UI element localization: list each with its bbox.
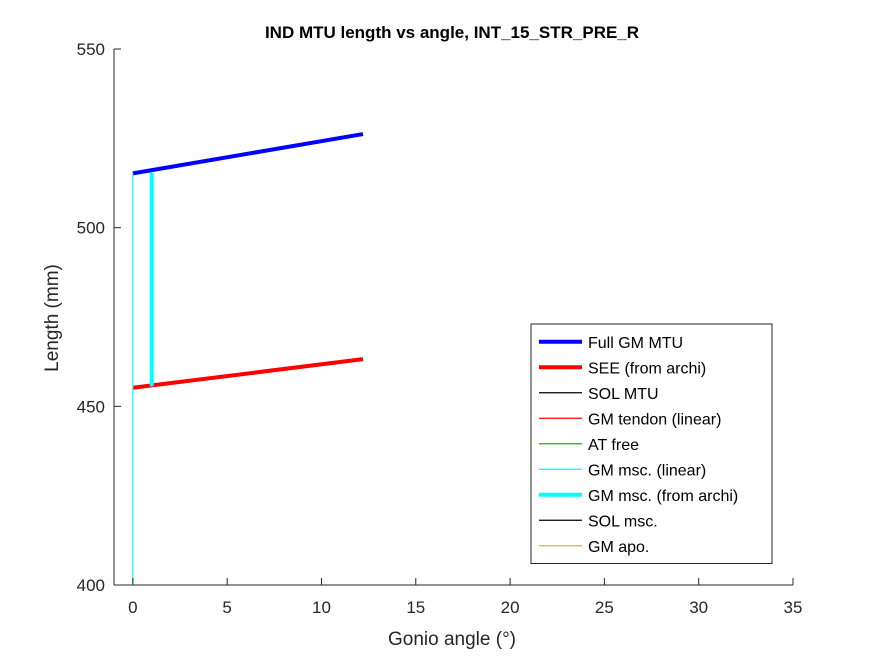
y-tick-label: 550: [77, 40, 105, 59]
x-tick-label: 5: [222, 598, 231, 617]
x-tick-label: 25: [595, 598, 614, 617]
x-axis-label: Gonio angle (°): [388, 629, 516, 650]
series-layer: [132, 132, 364, 585]
legend-label-7: SOL msc.: [588, 513, 658, 530]
x-tick-label: 30: [689, 598, 708, 617]
legend-label-0: Full GM MTU: [588, 335, 683, 352]
legend-label-6: GM msc. (from archi): [588, 488, 738, 505]
legend-label-4: AT free: [588, 437, 639, 454]
legend-label-2: SOL MTU: [588, 386, 659, 403]
chart-title: IND MTU length vs angle, INT_15_STR_PRE_…: [265, 23, 639, 42]
ticks-layer: 0 5 10 15 20 25 30 35 400 450 500 550: [77, 40, 803, 617]
y-axis-label: Length (mm): [42, 264, 63, 372]
legend-label-5: GM msc. (linear): [588, 462, 706, 479]
x-tick-label: 20: [501, 598, 520, 617]
x-tick-label: 10: [312, 598, 331, 617]
legend: Full GM MTU SEE (from archi) SOL MTU GM ten…: [530, 323, 773, 564]
y-tick-label: 400: [77, 576, 105, 595]
x-tick-label: 35: [784, 598, 803, 617]
x-tick-label: 15: [406, 598, 425, 617]
series-line-1: [132, 357, 364, 390]
x-tick-label: 0: [128, 598, 137, 617]
legend-label-8: GM apo.: [588, 539, 649, 556]
legend-label-1: SEE (from archi): [588, 360, 706, 377]
series-line-0: [132, 132, 364, 176]
legend-label-3: GM tendon (linear): [588, 411, 721, 428]
y-tick-label: 500: [77, 219, 105, 238]
y-tick-label: 450: [77, 397, 105, 416]
